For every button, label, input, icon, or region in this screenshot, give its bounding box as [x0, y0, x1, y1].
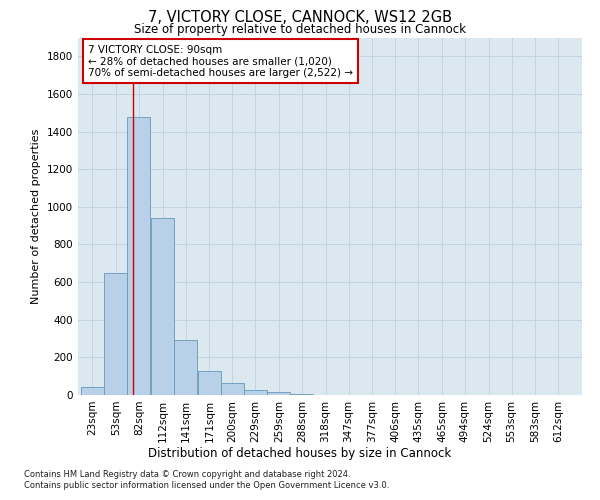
Y-axis label: Number of detached properties: Number of detached properties — [31, 128, 41, 304]
Bar — [198, 370, 221, 395]
Text: Distribution of detached houses by size in Cannock: Distribution of detached houses by size … — [148, 448, 452, 460]
Text: 7, VICTORY CLOSE, CANNOCK, WS12 2GB: 7, VICTORY CLOSE, CANNOCK, WS12 2GB — [148, 10, 452, 25]
Text: Size of property relative to detached houses in Cannock: Size of property relative to detached ho… — [134, 22, 466, 36]
Bar — [151, 218, 174, 395]
Bar — [104, 272, 127, 395]
Text: Contains HM Land Registry data © Crown copyright and database right 2024.: Contains HM Land Registry data © Crown c… — [24, 470, 350, 479]
Bar — [174, 340, 197, 395]
Bar — [268, 392, 290, 395]
Bar — [221, 383, 244, 395]
Bar — [290, 394, 313, 395]
Text: Contains public sector information licensed under the Open Government Licence v3: Contains public sector information licen… — [24, 481, 389, 490]
Bar — [127, 116, 151, 395]
Bar — [244, 390, 267, 395]
Bar — [81, 388, 104, 395]
Text: 7 VICTORY CLOSE: 90sqm
← 28% of detached houses are smaller (1,020)
70% of semi-: 7 VICTORY CLOSE: 90sqm ← 28% of detached… — [88, 44, 353, 78]
